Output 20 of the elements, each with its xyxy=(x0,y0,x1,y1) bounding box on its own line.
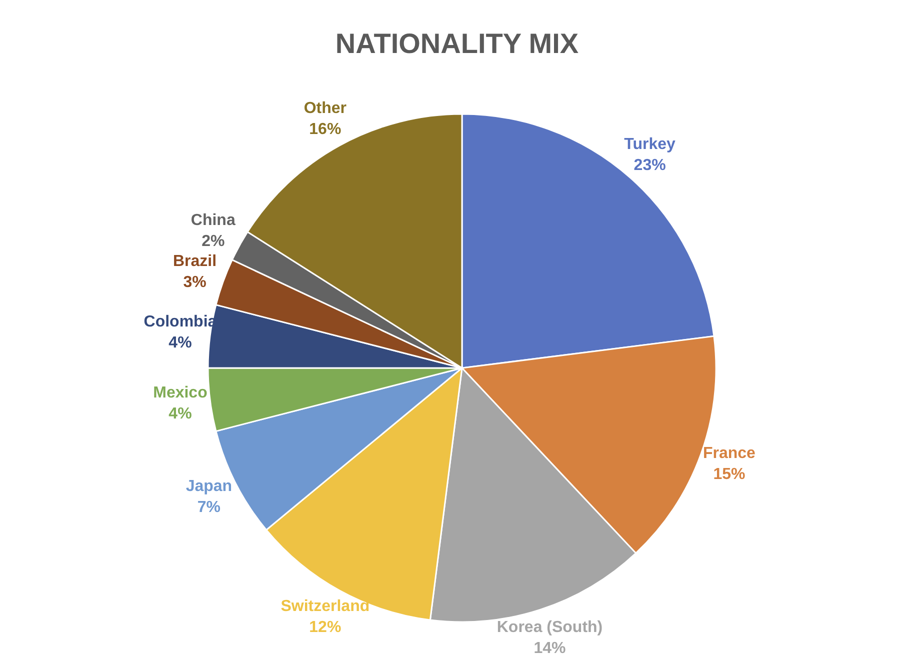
data-label: 7% xyxy=(197,498,221,516)
slice-label: China xyxy=(190,212,236,230)
slice-label: Mexico xyxy=(153,384,208,402)
data-label: 23% xyxy=(634,156,666,174)
data-label: 2% xyxy=(202,233,225,250)
slice-label: Japan xyxy=(186,478,232,495)
data-label: 12% xyxy=(309,618,342,636)
slice-label: Brazil xyxy=(173,252,217,270)
slice-label: France xyxy=(702,445,756,462)
chart-title: NATIONALITY MIX xyxy=(334,28,580,60)
data-label: 16% xyxy=(309,121,342,138)
data-label: 14% xyxy=(534,640,566,658)
data-label: 3% xyxy=(183,274,206,291)
slice-label: Korea (South) xyxy=(496,619,603,636)
data-label: 4% xyxy=(168,406,192,423)
slice-label: Turkey xyxy=(624,136,676,153)
data-label: 4% xyxy=(168,334,192,352)
slice-label: Switzerland xyxy=(280,598,370,615)
slice-label: Other xyxy=(304,100,347,118)
data-label: 15% xyxy=(713,466,746,484)
